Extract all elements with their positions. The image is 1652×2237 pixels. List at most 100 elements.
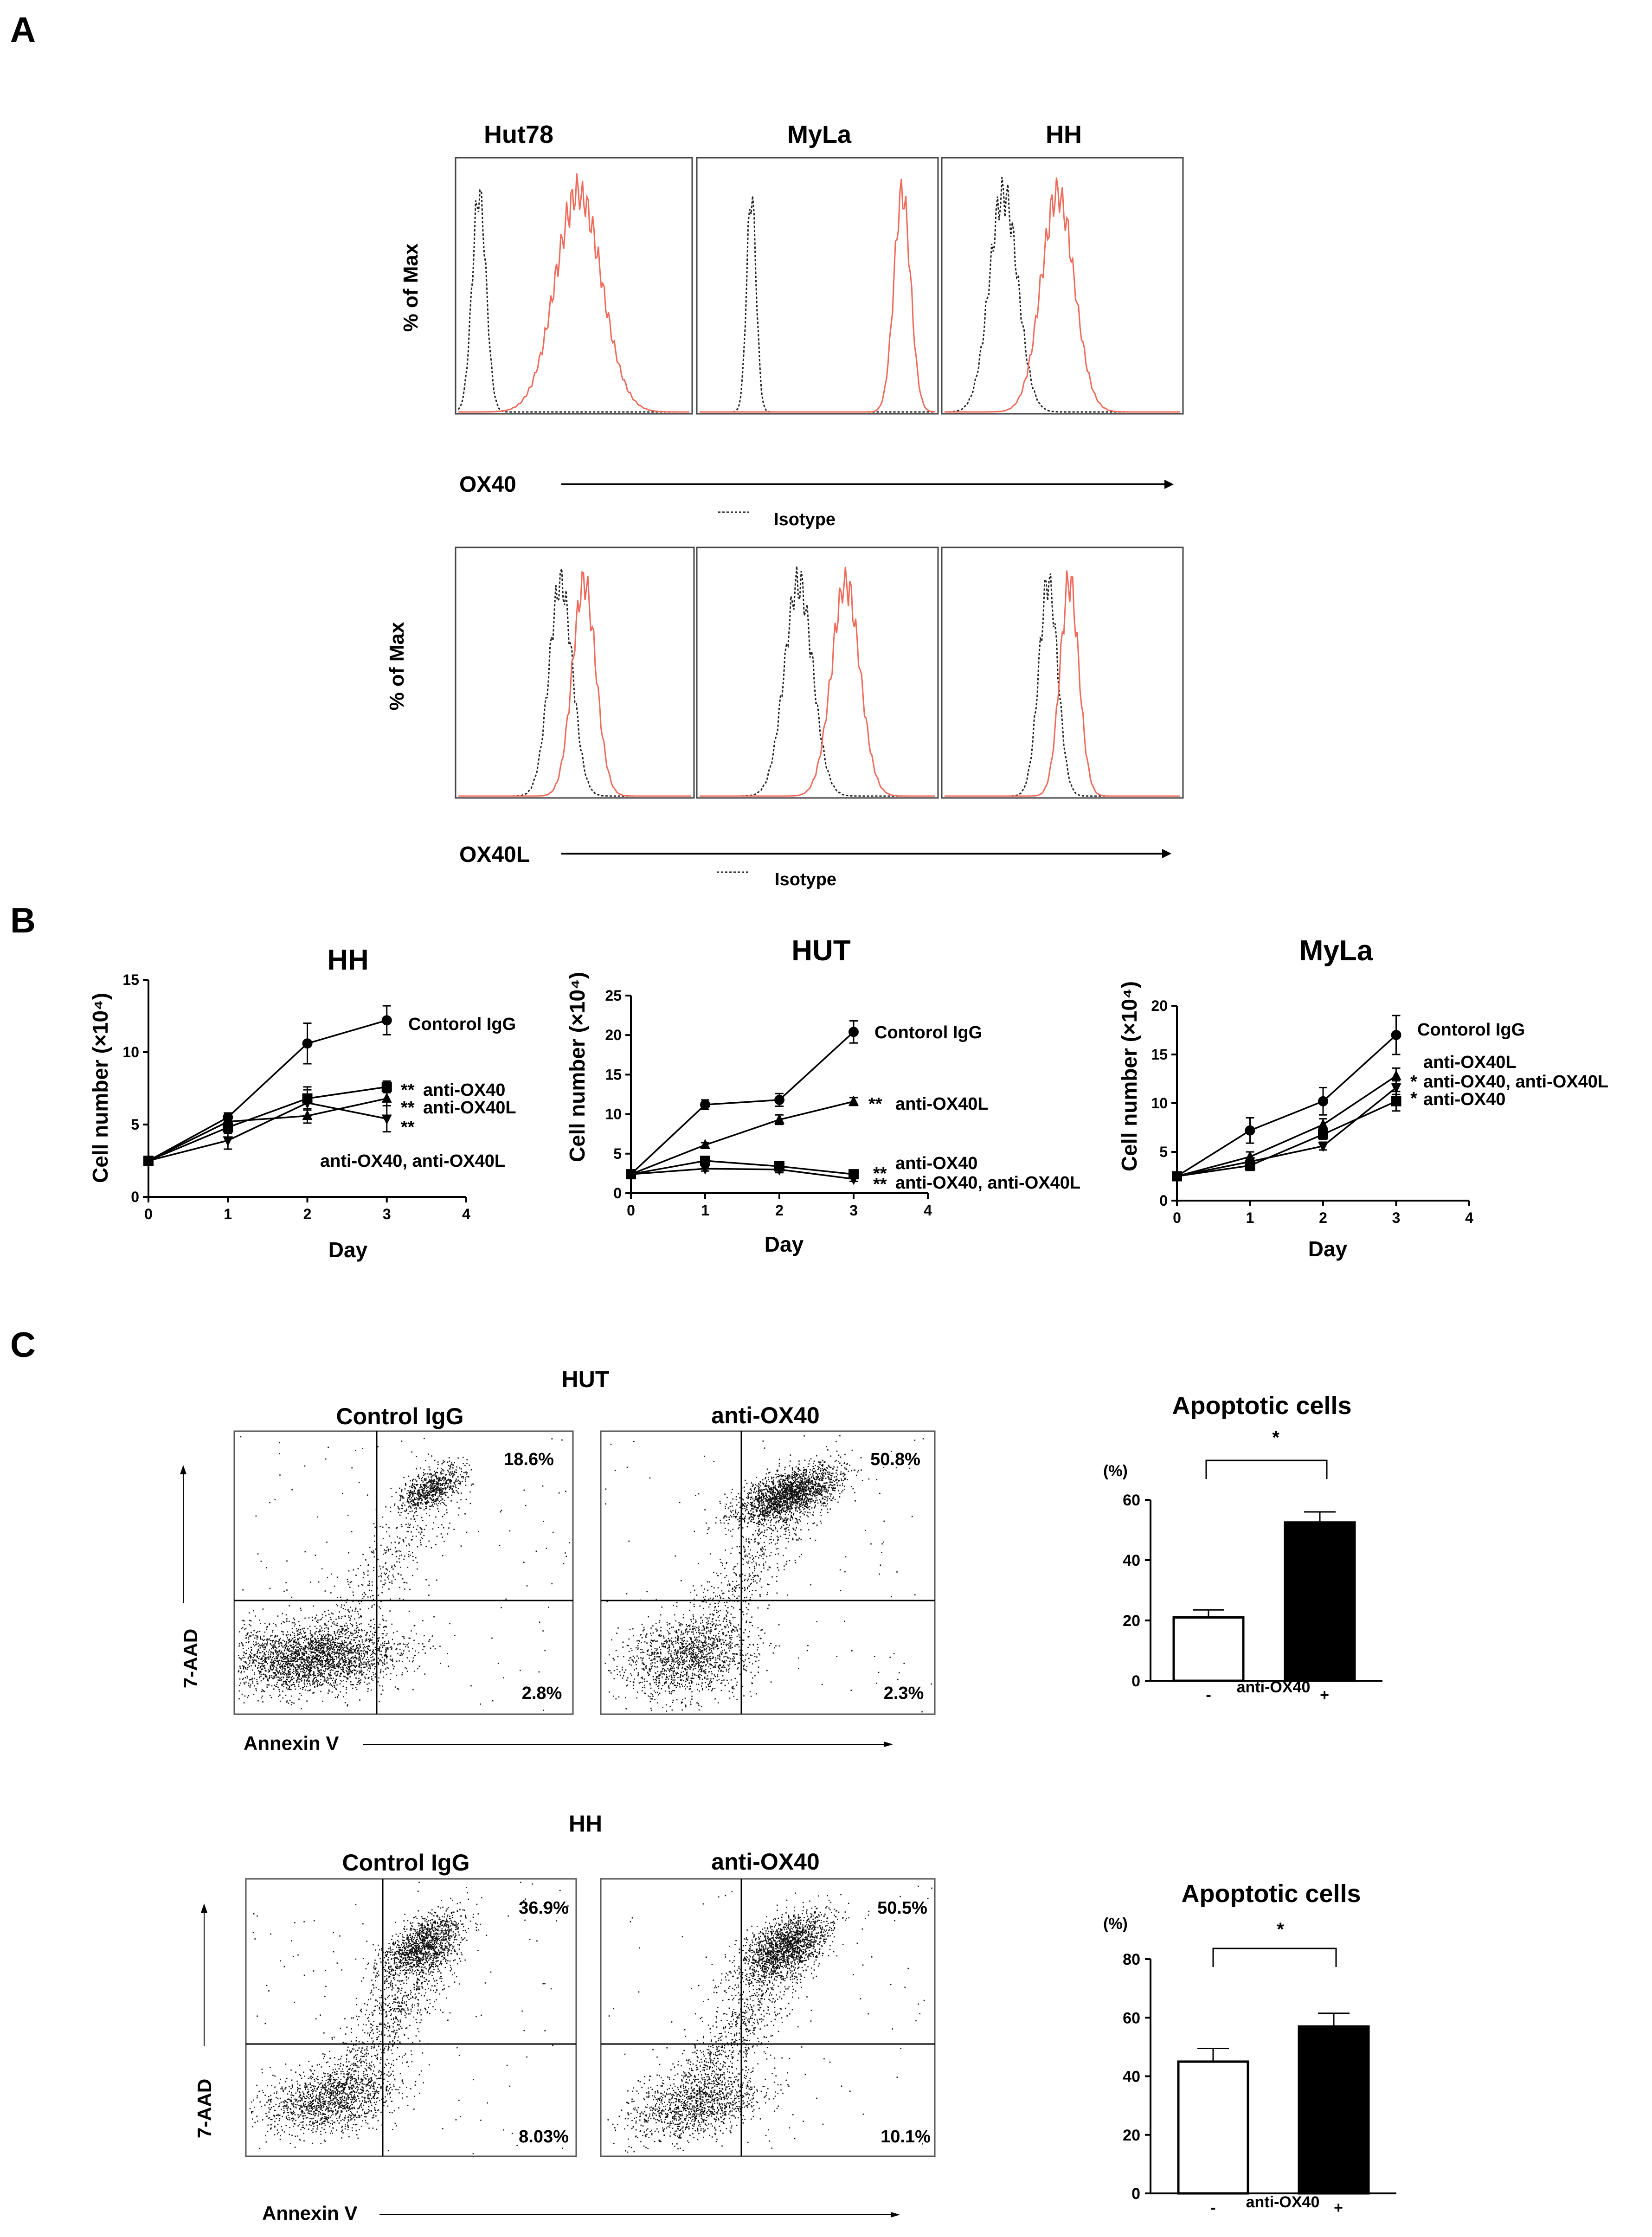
series-line xyxy=(1176,1087,1397,1177)
expression-curve xyxy=(945,570,1180,797)
chart-title: Apoptotic cells xyxy=(1172,1392,1351,1420)
quadrant-lower-right: 2.8% xyxy=(522,1684,562,1703)
x-tick-label: 0 xyxy=(144,1206,153,1222)
data-point xyxy=(1391,1030,1401,1040)
series-anti-ox40l xyxy=(1172,1067,1401,1181)
chart-title: HH xyxy=(327,944,369,976)
annotation-anti-ox40: anti-OX40 xyxy=(423,1080,505,1100)
bar-minus xyxy=(1172,1616,1245,1682)
data-point xyxy=(700,1099,710,1110)
significance-mark: * xyxy=(1277,1919,1284,1940)
quadrant-upper-right: 50.5% xyxy=(877,1898,927,1918)
category-label: + xyxy=(1320,1686,1329,1704)
data-point xyxy=(1318,1118,1328,1129)
y-axis-label: 7-AAD xyxy=(180,1629,201,1688)
x-axis-label: Day xyxy=(328,1238,368,1262)
y-tick-label: 10 xyxy=(605,1106,622,1123)
data-point xyxy=(1391,1083,1401,1094)
panel-label-b: B xyxy=(10,901,36,940)
data-point xyxy=(1318,1096,1328,1106)
series-anti-ox40 xyxy=(1172,1091,1401,1182)
quadrant-lower-right: 2.3% xyxy=(884,1684,924,1703)
x-tick-label: 3 xyxy=(383,1206,391,1222)
bar-plus xyxy=(1298,2025,1370,2195)
data-point xyxy=(143,1157,154,1167)
x-axis-label: Annexin V xyxy=(244,1732,339,1754)
annotation-combo: anti-OX40, anti-OX40L xyxy=(895,1173,1080,1193)
series-anti-ox40l xyxy=(626,1095,859,1179)
y-tick-label: 5 xyxy=(1159,1144,1168,1160)
data-point xyxy=(1245,1160,1255,1171)
y-tick-label: 15 xyxy=(122,971,139,988)
significance-mark: * xyxy=(1410,1089,1417,1108)
flow-row-title: HH xyxy=(569,1811,602,1837)
arrow-head xyxy=(180,1465,186,1474)
x-tick-label: 3 xyxy=(849,1202,858,1219)
flow-row-hh: HH Control IgG anti-OX40 36.9% 8.03% 50.… xyxy=(193,1811,936,2224)
expression-curve xyxy=(458,571,691,797)
series-line xyxy=(148,1086,387,1162)
category-label: - xyxy=(1210,2199,1215,2217)
data-point xyxy=(1318,1142,1328,1152)
y-axis-label: Cell number (×10⁴) xyxy=(1117,981,1141,1171)
cell-line-title-myla: MyLa xyxy=(787,121,852,148)
isotype-legend-label: Isotype xyxy=(774,510,836,529)
category-label: + xyxy=(1334,2199,1343,2217)
significance-bracket xyxy=(1212,1948,1337,1967)
series-contorol-igg xyxy=(1172,1015,1401,1182)
x-tick-label: 4 xyxy=(924,1202,932,1219)
flow-dots xyxy=(607,1885,932,2153)
quadrant-upper-right: 18.6% xyxy=(504,1450,554,1469)
series-line xyxy=(630,1100,854,1175)
chart-title: MyLa xyxy=(1299,935,1373,967)
annotation-control-igg: Contorol IgG xyxy=(1417,1020,1525,1040)
line-chart-hut: HUT Cell number (×10⁴) Day Contorol IgG … xyxy=(565,935,1080,1256)
x-tick-label: 3 xyxy=(1392,1209,1401,1226)
y-axis-label: Cell number (×10⁴) xyxy=(88,993,112,1183)
data-point xyxy=(848,1027,859,1037)
y-tick-label: 15 xyxy=(1151,1046,1168,1063)
expression-curve xyxy=(700,179,936,413)
arrow-head xyxy=(201,1903,207,1913)
x-tick-label: 4 xyxy=(1465,1209,1473,1226)
flow-row-title: HUT xyxy=(562,1366,610,1392)
data-point xyxy=(1391,1070,1401,1080)
annotation-anti-ox40l: anti-OX40L xyxy=(1423,1053,1517,1072)
cell-line-title-hut78: Hut78 xyxy=(484,121,553,148)
data-point xyxy=(302,1038,313,1049)
x-tick-label: 2 xyxy=(303,1206,312,1222)
y-axis-label: Cell number (×10⁴) xyxy=(565,972,589,1162)
x-tick-label: 0 xyxy=(627,1202,635,1219)
y-tick-label: 60 xyxy=(1123,1491,1140,1509)
y-tick-label: 0 xyxy=(131,1189,139,1205)
data-point xyxy=(381,1015,392,1026)
isotype-curve xyxy=(700,196,935,413)
y-tick-label: 0 xyxy=(613,1185,622,1202)
histogram-box xyxy=(941,546,1184,799)
series-line xyxy=(630,1168,854,1180)
y-tick-label: 0 xyxy=(1159,1192,1168,1209)
y-axis-label: 7-AAD xyxy=(193,2079,215,2138)
series-line xyxy=(1176,1100,1397,1177)
data-point xyxy=(848,1095,859,1106)
data-point xyxy=(381,1092,392,1103)
series-line xyxy=(630,1160,854,1175)
condition-label: anti-OX40 xyxy=(711,1402,819,1428)
x-tick-label: 2 xyxy=(1319,1209,1327,1226)
y-tick-label: 5 xyxy=(131,1116,139,1133)
significance-mark: ** xyxy=(868,1094,882,1114)
significance-mark: ** xyxy=(401,1098,415,1118)
x-axis-label: Annexin V xyxy=(262,2202,357,2224)
x-tick-label: 2 xyxy=(775,1202,784,1219)
significance-mark: * xyxy=(1410,1072,1417,1092)
annotation-control-igg: Contorol IgG xyxy=(408,1015,516,1034)
significance-mark: ** xyxy=(873,1164,887,1183)
marker-label-ox40l: OX40L xyxy=(459,842,530,867)
y-unit-label: (%) xyxy=(1103,1915,1128,1933)
arrow-head xyxy=(891,2212,900,2218)
y-tick-label: 40 xyxy=(1123,2068,1140,2086)
arrow-head xyxy=(1162,849,1171,858)
data-point xyxy=(848,1175,859,1185)
chart-title: Apoptotic cells xyxy=(1181,1880,1361,1908)
quadrant-upper-right: 50.8% xyxy=(870,1450,920,1469)
